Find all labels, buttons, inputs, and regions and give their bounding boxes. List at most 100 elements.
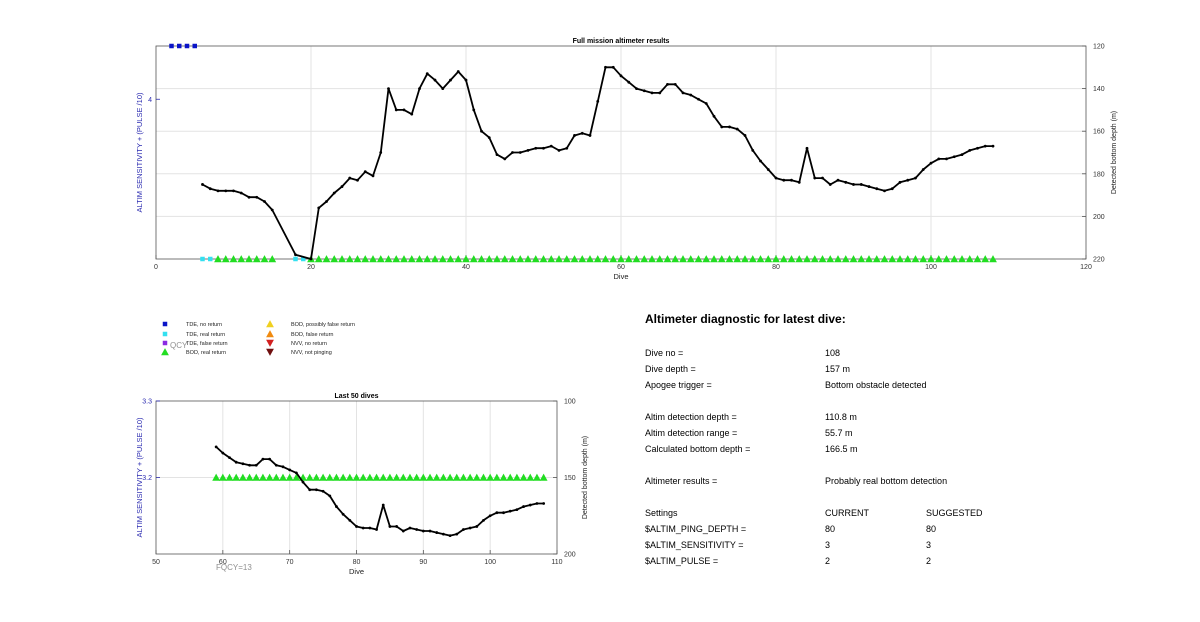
marker-triangle-up (406, 473, 414, 481)
bottom-depth-point (508, 509, 512, 513)
bottom-depth-point (697, 97, 700, 101)
bottom-depth-point (375, 528, 378, 531)
setting-row-pulse: $ALTIM_PULSE = 2 2 (645, 556, 1145, 568)
bottom-depth-point (395, 525, 398, 528)
bottom-depth-point (232, 189, 235, 193)
legend-label: TDE, real return (186, 332, 225, 338)
bottom-depth-point (960, 153, 964, 157)
bottom-depth-point (542, 146, 545, 150)
bottom-depth-point (945, 157, 948, 161)
bottom-depth-point (549, 144, 553, 148)
x-tick-label: 20 (307, 264, 315, 271)
bottom-depth-point (511, 151, 514, 154)
bottom-depth-point (681, 91, 685, 95)
bottom-depth-point (421, 529, 425, 533)
marker-triangle-up (826, 255, 835, 263)
bottom-depth-point (704, 102, 708, 105)
marker-triangle-up (359, 473, 368, 481)
bottom-depth-point (328, 494, 332, 498)
marker-triangle-up (407, 255, 416, 263)
marker-triangle-up (609, 255, 618, 263)
legend-label: BOD, false return (291, 332, 334, 338)
marker-triangle-up (266, 320, 274, 328)
diagnostic-row-dive-no: Dive no = 108 (645, 348, 1145, 360)
bottom-depth-point (650, 91, 654, 95)
marker-triangle-up (578, 255, 587, 263)
marker-triangle-up (872, 255, 881, 263)
marker-triangle-up (531, 255, 540, 263)
marker-triangle-up (446, 255, 455, 263)
marker-triangle-up (454, 255, 463, 263)
x-tick-label: 120 (1080, 264, 1092, 271)
right-y-axis-label: Detected bottom depth (m) (1111, 111, 1118, 194)
bottom-depth-point (937, 157, 941, 161)
bottom-depth-point (341, 512, 345, 516)
marker-triangle-up (161, 348, 169, 356)
bottom-depth-point (565, 146, 569, 150)
right-y-tick-label: 140 (1093, 86, 1105, 93)
bottom-depth-point (914, 176, 917, 180)
marker-triangle-up (810, 255, 819, 263)
bottom-depth-point (495, 153, 499, 157)
marker-triangle-up (272, 473, 281, 481)
marker-triangle-up (903, 255, 912, 263)
left-y-tick-label: 3.2 (142, 475, 152, 482)
bottom-depth-point (449, 78, 452, 82)
bottom-depth-point (464, 78, 468, 82)
diagnostic-value: 110.8 m (825, 412, 857, 422)
marker-triangle-up (225, 473, 234, 481)
marker-triangle-up (214, 255, 222, 263)
marker-triangle-up (655, 255, 664, 263)
marker-triangle-up (787, 255, 796, 263)
bottom-depth-point (462, 528, 465, 531)
marker-triangle-up (369, 255, 377, 263)
bottom-depth-point (673, 82, 677, 86)
bottom-depth-point (455, 532, 459, 536)
marker-triangle-up (934, 255, 943, 263)
bottom-depth-point (712, 114, 716, 118)
marker-triangle-up (880, 255, 889, 263)
marker-triangle-up (524, 255, 532, 263)
marker-triangle-up (245, 473, 254, 481)
x-tick-label: 40 (462, 264, 470, 271)
bottom-depth-point (852, 183, 855, 186)
bottom-depth-point (828, 183, 832, 186)
bottom-depth-point (759, 159, 762, 163)
marker-triangle-up (601, 255, 610, 263)
bottom-depth-point (234, 460, 238, 464)
x-tick-label: 100 (484, 559, 496, 566)
settings-header-suggested: SUGGESTED (926, 508, 983, 518)
setting-suggested: 80 (926, 524, 937, 534)
marker-triangle-up (477, 255, 486, 263)
marker-triangle-up (352, 473, 361, 481)
marker-triangle-up (533, 473, 541, 481)
bottom-depth-point (475, 525, 479, 528)
bottom-depth-point (435, 531, 439, 534)
x-axis-label: Dive (613, 272, 628, 281)
marker-triangle-up (279, 473, 287, 481)
bottom-depth-point (294, 471, 298, 475)
bottom-depth-point (472, 108, 476, 112)
marker-triangle-up (640, 255, 649, 263)
bottom-depth-point (480, 129, 483, 133)
bottom-depth-point (522, 505, 525, 508)
marker-triangle-up (252, 255, 261, 263)
marker-triangle-up (849, 255, 858, 263)
chart-title: Last 50 dives (335, 393, 379, 400)
bottom-depth-point (441, 532, 445, 536)
bottom-depth-point (381, 503, 385, 507)
bottom-depth-point (611, 65, 615, 69)
diagnostic-row-bottom-depth: Calculated bottom depth = 166.5 m (645, 444, 1145, 456)
marker-triangle-up (958, 255, 966, 263)
marker-triangle-up (322, 255, 331, 263)
marker-triangle-up (973, 255, 982, 263)
bottom-depth-point (596, 99, 600, 103)
bottom-depth-point (418, 87, 421, 90)
bottom-depth-point (394, 108, 398, 112)
bottom-depth-point (666, 82, 669, 86)
marker-square (208, 256, 213, 262)
marker-triangle-up (516, 255, 525, 263)
bottom-depth-point (388, 525, 392, 528)
bottom-depth-point (482, 518, 485, 522)
bottom-depth-point (274, 463, 278, 467)
